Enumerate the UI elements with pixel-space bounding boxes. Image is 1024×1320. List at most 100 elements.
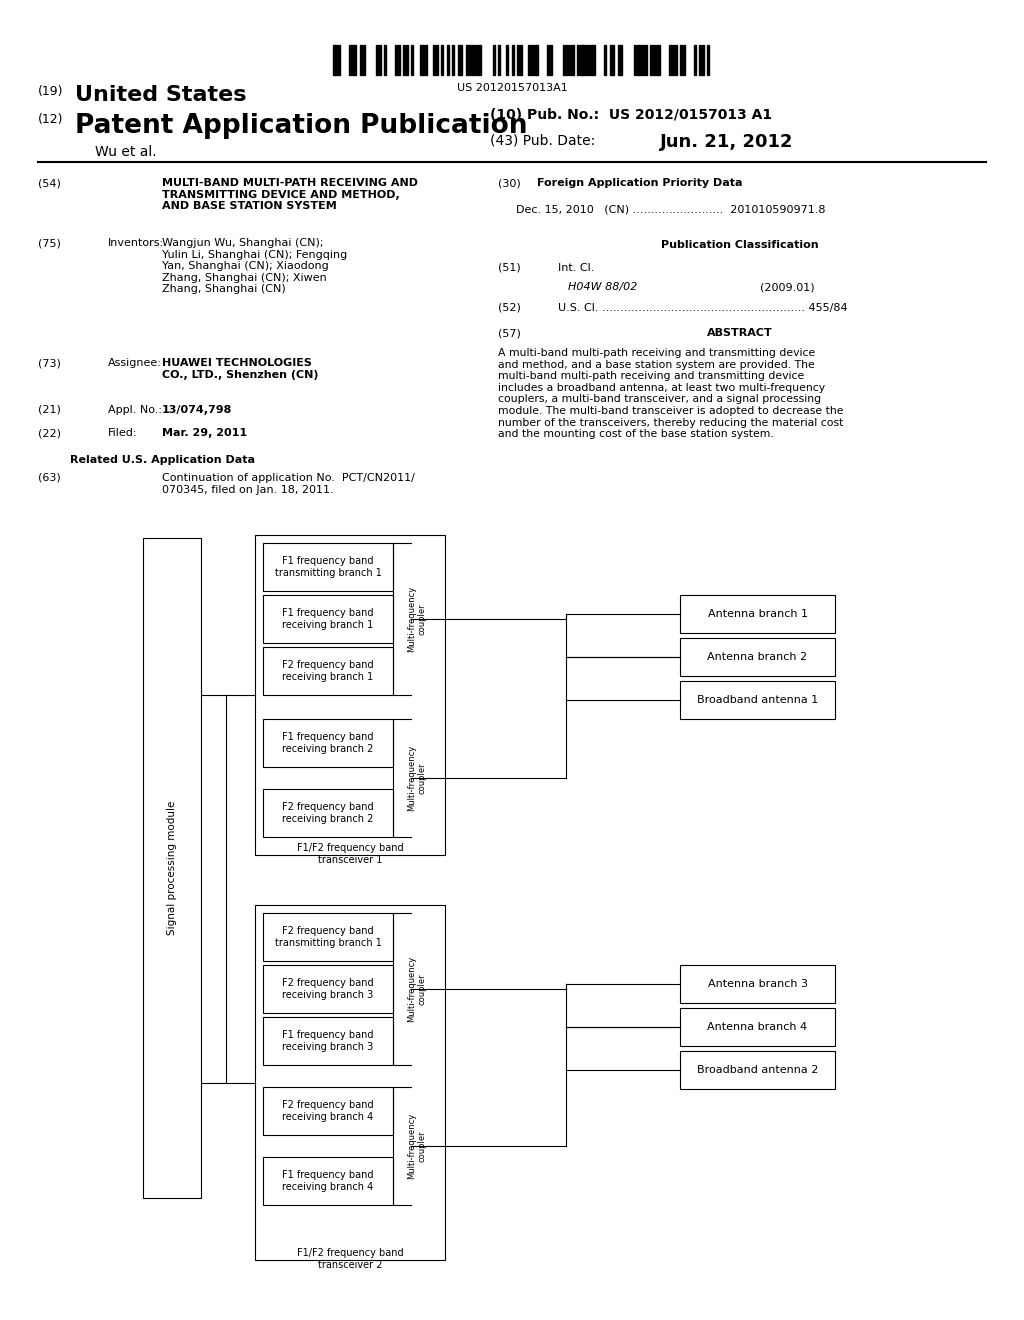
Bar bbox=[566, 45, 568, 75]
Text: (54): (54) bbox=[38, 178, 60, 187]
Text: United States: United States bbox=[75, 84, 247, 106]
Bar bbox=[476, 45, 478, 75]
Text: (51): (51) bbox=[498, 263, 521, 273]
Text: U.S. Cl. ........................................................ 455/84: U.S. Cl. ...............................… bbox=[558, 304, 848, 313]
Bar bbox=[333, 45, 335, 75]
Bar bbox=[680, 595, 835, 634]
Text: Continuation of application No.  PCT/CN2011/
070345, filed on Jan. 18, 2011.: Continuation of application No. PCT/CN20… bbox=[162, 473, 415, 495]
Text: Multi-frequency
coupler: Multi-frequency coupler bbox=[408, 744, 427, 810]
Bar bbox=[349, 45, 351, 75]
Bar bbox=[446, 45, 449, 75]
Text: (2009.01): (2009.01) bbox=[760, 282, 815, 292]
Bar bbox=[512, 45, 514, 75]
Text: F1 frequency band
receiving branch 1: F1 frequency band receiving branch 1 bbox=[283, 609, 374, 630]
Bar bbox=[517, 45, 519, 75]
Bar bbox=[436, 45, 438, 75]
Text: Antenna branch 3: Antenna branch 3 bbox=[708, 979, 808, 989]
Bar bbox=[458, 45, 460, 75]
Bar bbox=[675, 45, 677, 75]
Text: Antenna branch 2: Antenna branch 2 bbox=[708, 652, 808, 663]
Text: F2 frequency band
receiving branch 4: F2 frequency band receiving branch 4 bbox=[283, 1100, 374, 1122]
Text: (19): (19) bbox=[38, 84, 63, 98]
Bar bbox=[708, 45, 710, 75]
Bar bbox=[528, 45, 530, 75]
Bar bbox=[441, 45, 443, 75]
Text: Multi-frequency
coupler: Multi-frequency coupler bbox=[408, 586, 427, 652]
Bar bbox=[683, 45, 685, 75]
Bar bbox=[403, 45, 406, 75]
Bar bbox=[672, 45, 674, 75]
Text: ABSTRACT: ABSTRACT bbox=[708, 327, 773, 338]
Text: Broadband antenna 2: Broadband antenna 2 bbox=[696, 1065, 818, 1074]
Text: Appl. No.:: Appl. No.: bbox=[108, 405, 162, 414]
Bar bbox=[658, 45, 660, 75]
Bar bbox=[507, 45, 508, 75]
Bar bbox=[612, 45, 614, 75]
Bar bbox=[571, 45, 573, 75]
Bar bbox=[609, 45, 611, 75]
Text: (21): (21) bbox=[38, 405, 60, 414]
Bar bbox=[263, 647, 393, 696]
Text: Inventors:: Inventors: bbox=[108, 238, 164, 248]
Bar bbox=[583, 45, 585, 75]
Text: F1/F2 frequency band
transceiver 1: F1/F2 frequency band transceiver 1 bbox=[297, 843, 403, 865]
Text: Filed:: Filed: bbox=[108, 428, 137, 438]
Text: (22): (22) bbox=[38, 428, 61, 438]
Bar bbox=[680, 965, 835, 1003]
Text: Broadband antenna 1: Broadband antenna 1 bbox=[697, 696, 818, 705]
Bar bbox=[547, 45, 549, 75]
Bar bbox=[460, 45, 462, 75]
Bar bbox=[653, 45, 655, 75]
Bar bbox=[588, 45, 590, 75]
Text: US 20120157013A1: US 20120157013A1 bbox=[457, 83, 567, 92]
Bar bbox=[701, 45, 703, 75]
Bar bbox=[550, 45, 552, 75]
Bar bbox=[680, 45, 682, 75]
Bar bbox=[263, 913, 393, 961]
Text: (57): (57) bbox=[498, 327, 521, 338]
Bar bbox=[655, 45, 657, 75]
Text: H04W 88/02: H04W 88/02 bbox=[568, 282, 637, 292]
Bar bbox=[359, 45, 361, 75]
Bar bbox=[255, 535, 445, 855]
Text: Signal processing module: Signal processing module bbox=[167, 801, 177, 935]
Bar bbox=[493, 45, 495, 75]
Bar bbox=[680, 1008, 835, 1045]
Bar bbox=[650, 45, 652, 75]
Text: F2 frequency band
receiving branch 1: F2 frequency band receiving branch 1 bbox=[283, 660, 374, 682]
Text: F2 frequency band
receiving branch 3: F2 frequency band receiving branch 3 bbox=[283, 978, 374, 999]
Text: Assignee:: Assignee: bbox=[108, 358, 162, 368]
Bar bbox=[637, 45, 639, 75]
Bar bbox=[420, 45, 422, 75]
Text: HUAWEI TECHNOLOGIES
CO., LTD., Shenzhen (CN): HUAWEI TECHNOLOGIES CO., LTD., Shenzhen … bbox=[162, 358, 318, 380]
Text: (75): (75) bbox=[38, 238, 60, 248]
Bar bbox=[479, 45, 481, 75]
Bar bbox=[263, 543, 393, 591]
Text: F1 frequency band
receiving branch 2: F1 frequency band receiving branch 2 bbox=[283, 733, 374, 754]
Bar bbox=[537, 45, 539, 75]
Bar bbox=[338, 45, 340, 75]
Bar bbox=[569, 45, 570, 75]
Bar bbox=[466, 45, 468, 75]
Bar bbox=[699, 45, 701, 75]
Text: Wu et al.: Wu et al. bbox=[95, 145, 157, 158]
Bar bbox=[255, 906, 445, 1261]
Bar bbox=[585, 45, 587, 75]
Text: Multi-frequency
coupler: Multi-frequency coupler bbox=[408, 956, 427, 1022]
Bar bbox=[621, 45, 623, 75]
Bar bbox=[474, 45, 476, 75]
Bar bbox=[354, 45, 356, 75]
Bar bbox=[406, 45, 408, 75]
Bar bbox=[617, 45, 620, 75]
Text: A multi-band multi-path receiving and transmitting device
and method, and a base: A multi-band multi-path receiving and tr… bbox=[498, 348, 844, 440]
Bar bbox=[563, 45, 565, 75]
Bar bbox=[577, 45, 579, 75]
Bar bbox=[453, 45, 454, 75]
Bar bbox=[642, 45, 644, 75]
Bar bbox=[362, 45, 365, 75]
Bar bbox=[336, 45, 337, 75]
Bar bbox=[376, 45, 378, 75]
Bar bbox=[263, 1086, 393, 1135]
Text: Related U.S. Application Data: Related U.S. Application Data bbox=[70, 455, 255, 465]
Text: Publication Classification: Publication Classification bbox=[662, 240, 819, 249]
